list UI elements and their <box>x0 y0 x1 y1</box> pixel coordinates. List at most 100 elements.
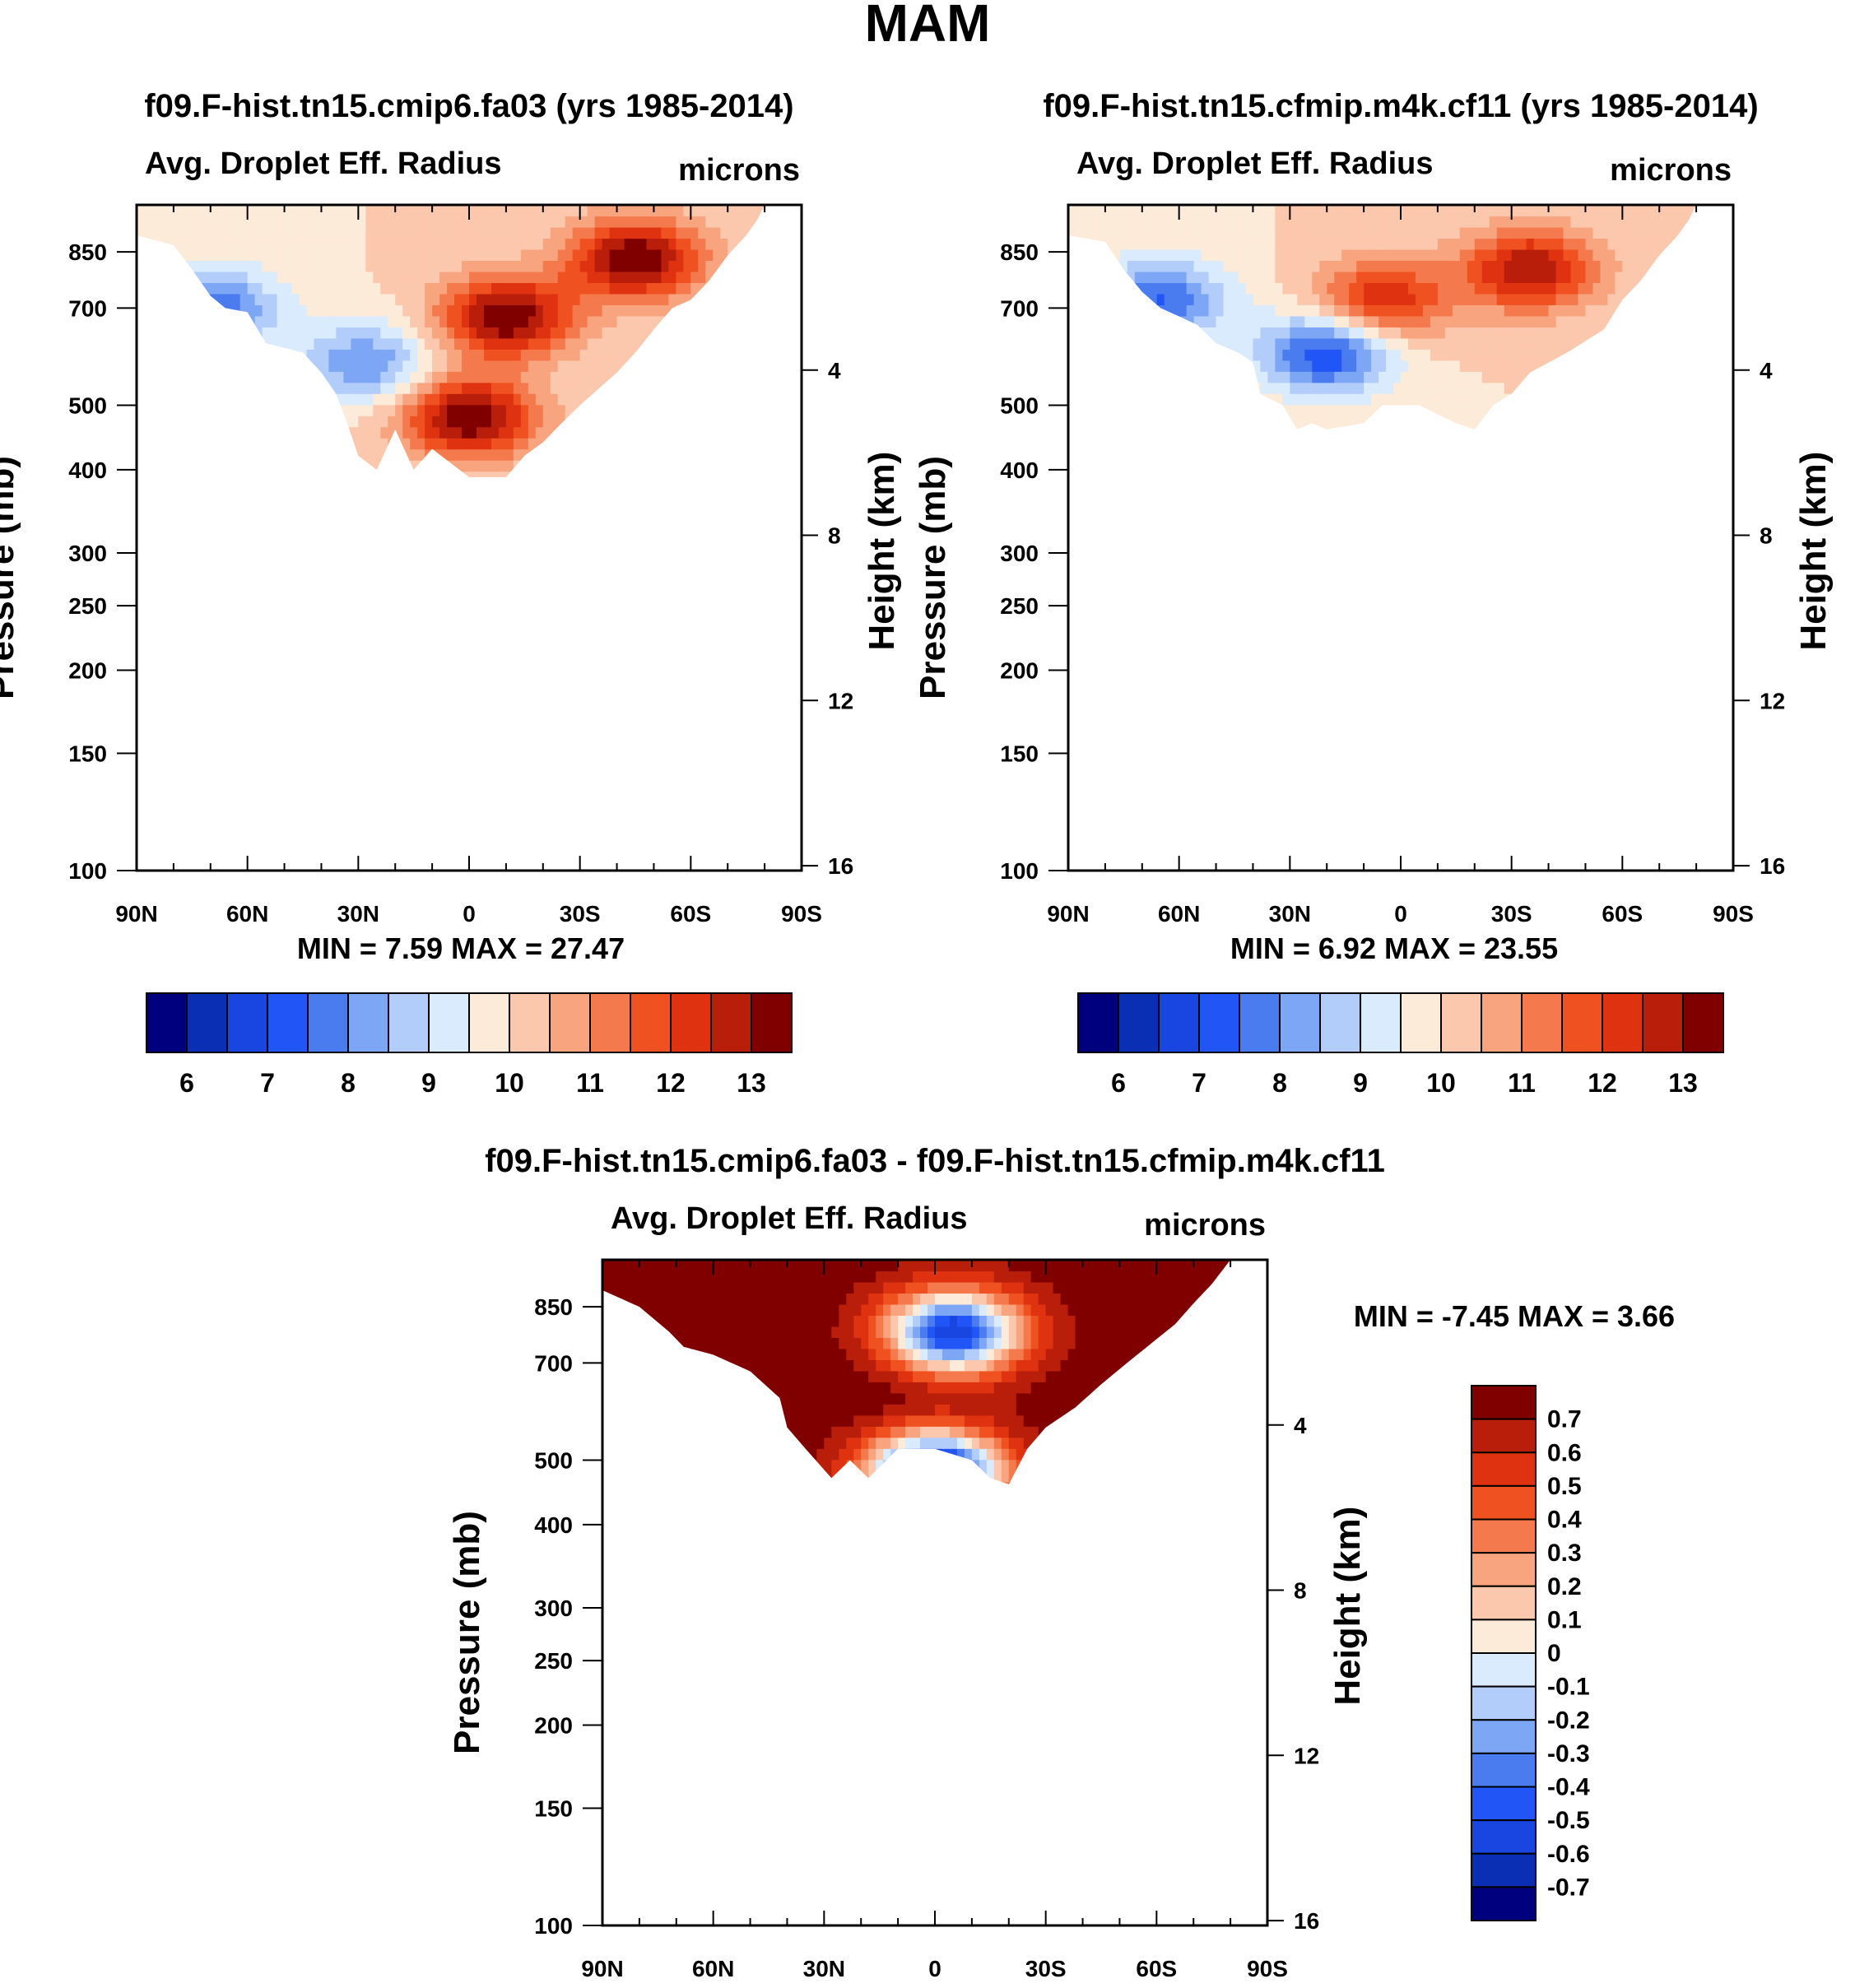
contour-cell <box>306 349 315 361</box>
contour-cell <box>557 337 566 350</box>
contour-cell <box>1533 337 1542 350</box>
contour-cell <box>291 271 300 283</box>
contour-cell <box>1371 360 1379 372</box>
contour-cell <box>1518 315 1527 327</box>
contour-cell <box>469 238 477 250</box>
contour-cell <box>195 238 204 250</box>
contour-cell <box>1386 293 1394 305</box>
contour-cell <box>602 349 611 361</box>
contour-cell <box>520 416 529 428</box>
contour-cell <box>1563 304 1572 317</box>
contour-cell <box>314 315 323 327</box>
contour-cell <box>1504 304 1513 317</box>
contour-cell <box>1541 349 1550 361</box>
contour-cell <box>661 248 669 262</box>
contour-cell <box>358 238 366 250</box>
contour-cell <box>262 226 271 239</box>
contour-cell <box>542 216 551 228</box>
contour-cell <box>351 293 359 305</box>
contour-cell <box>513 248 522 262</box>
contour-cell <box>1364 315 1372 327</box>
contour-cell <box>535 260 544 272</box>
contour-cell <box>624 315 633 327</box>
contour-cell <box>1555 238 1564 250</box>
contour-cell <box>565 404 574 416</box>
contour-cell <box>299 216 308 228</box>
contour-cell <box>388 271 396 283</box>
contour-cell <box>698 216 706 228</box>
contour-cell <box>1378 393 1387 406</box>
contour-cell <box>365 404 374 416</box>
contour-cell <box>616 349 625 361</box>
contour-cell <box>1201 205 1210 217</box>
contour-cell <box>410 282 418 295</box>
contour-cell <box>1127 238 1136 250</box>
contour-cell <box>1563 315 1572 327</box>
panel-title: f09.F-hist.tn15.cmip6.fa03 (yrs 1985-201… <box>144 88 793 124</box>
contour-cell <box>646 205 655 217</box>
contour-cell <box>432 360 440 372</box>
contour-cell <box>1644 260 1653 272</box>
contour-cell <box>395 426 403 439</box>
contour-cell <box>336 205 344 217</box>
contour-cell <box>1171 248 1180 262</box>
contour-cell <box>1371 304 1379 317</box>
contour-cell <box>557 371 566 383</box>
contour-cell <box>1496 282 1505 295</box>
contour-cell <box>365 382 374 394</box>
contour-cell <box>1444 360 1453 372</box>
contour-cell <box>498 404 507 416</box>
colorbar-swatch <box>589 992 631 1053</box>
contour-cell <box>1186 260 1195 272</box>
contour-cell <box>395 349 403 361</box>
contour-cell <box>1615 248 1623 262</box>
contour-cell <box>462 371 470 383</box>
contour-cell <box>1518 304 1527 317</box>
contour-cell <box>1364 360 1372 372</box>
contour-cell <box>1312 382 1320 394</box>
contour-cell <box>336 216 344 228</box>
variable-label: Avg. Droplet Eff. Radius <box>611 1201 968 1236</box>
contour-cell <box>505 460 514 472</box>
contour-cell <box>690 238 699 250</box>
contour-cell <box>698 260 706 272</box>
contour-cell <box>1496 337 1505 350</box>
colorbar-label: 11 <box>1508 1068 1536 1098</box>
contour-cell <box>1548 248 1557 262</box>
contour-cell <box>1570 248 1579 262</box>
contour-cell <box>505 393 514 406</box>
contour-cell <box>202 271 212 283</box>
contour-cell <box>1541 293 1550 305</box>
contour-cell <box>299 248 308 262</box>
min-max-label: MIN = 6.92 MAX = 23.55 <box>1230 931 1558 965</box>
contour-cell <box>1082 205 1091 217</box>
contour-cell <box>425 238 433 250</box>
contour-cell <box>1452 404 1461 416</box>
contour-cell <box>1401 304 1409 317</box>
contour-cell <box>1216 216 1225 228</box>
contour-cell <box>1481 216 1490 228</box>
contour-cell <box>454 337 463 350</box>
contour-cell <box>1511 304 1520 317</box>
contour-cell <box>1467 282 1476 295</box>
contour-cell <box>713 205 721 217</box>
contour-cell <box>1563 248 1572 262</box>
contour-cell <box>1356 260 1365 272</box>
contour-cell <box>1267 360 1276 372</box>
contour-cell <box>239 216 249 228</box>
contour-cell <box>1260 382 1268 394</box>
contour-cell <box>1282 393 1290 406</box>
contour-cell <box>1149 248 1158 262</box>
contour-cell <box>1327 337 1335 350</box>
contour-cell <box>639 315 648 327</box>
contour-cell <box>328 327 337 339</box>
contour-cell <box>373 426 381 439</box>
contour-cell <box>225 216 234 228</box>
contour-cell <box>1481 271 1490 283</box>
contour-cell <box>1156 238 1165 250</box>
contour-cell <box>1075 205 1084 217</box>
contour-cell <box>432 304 440 317</box>
contour-cell <box>513 293 522 305</box>
contour-cell <box>594 248 603 262</box>
contour-cell <box>579 226 588 239</box>
